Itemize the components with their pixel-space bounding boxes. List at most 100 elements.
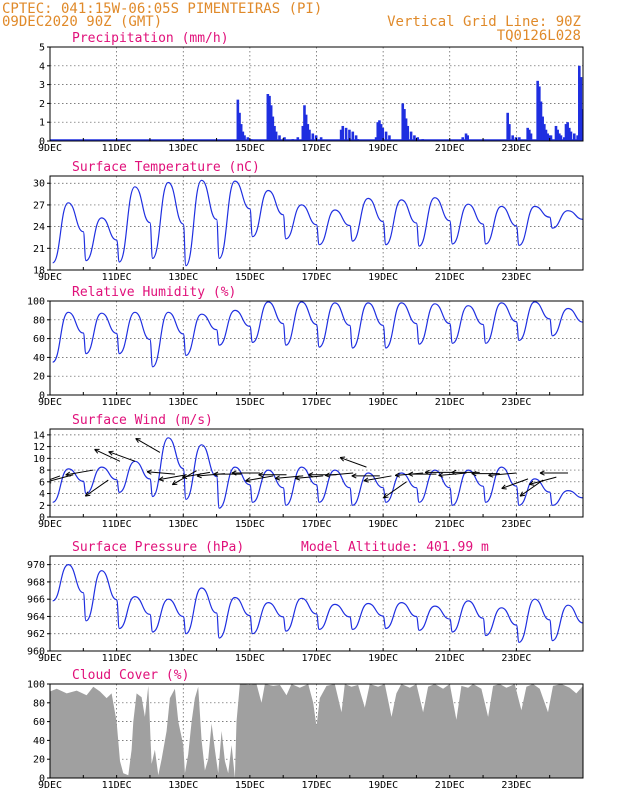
wind-vector-shaft (295, 475, 324, 479)
wind-vector-head (231, 470, 237, 474)
precip-bar (381, 127, 385, 141)
precip-bar (319, 137, 323, 141)
panel-annotation-pressure: Model Altitude: 401.99 m (301, 540, 489, 555)
precip-bar (268, 95, 271, 141)
wind-vector-shaft (85, 479, 109, 497)
xtick-label-temp: 11DEC (102, 272, 132, 283)
precip-bar (529, 133, 533, 141)
ytick-label-temp: 27 (33, 200, 45, 211)
wind-vector-head (424, 471, 430, 476)
wind-vector-head (501, 487, 507, 490)
xtick-label-wind: 21DEC (435, 519, 465, 530)
precip-bar (403, 109, 406, 141)
precip-bar (238, 112, 241, 141)
ytick-label-rh: 40 (33, 353, 45, 364)
xtick-label-cloud: 11DEC (102, 780, 132, 791)
ytick-label-cloud: 80 (33, 698, 45, 709)
wind-vector-head (231, 472, 237, 476)
wind-vector-head (471, 473, 477, 477)
xtick-label-rh: 17DEC (301, 397, 331, 408)
precip-bar (379, 124, 383, 141)
xtick-label-rh: 19DEC (368, 397, 398, 408)
ytick-label-pressure: 968 (27, 577, 45, 588)
header-date: 09DEC2020 90Z (GMT) (2, 14, 162, 30)
wind-vector (501, 478, 529, 490)
xtick-label-precip: 13DEC (168, 143, 198, 154)
ytick-label-cloud: 100 (27, 680, 45, 691)
wind-vector-shaft (94, 448, 121, 462)
xtick-label-wind: 19DEC (368, 519, 398, 530)
header-model: TQ0126L028 (497, 28, 581, 44)
wind-vector-head (408, 473, 414, 477)
precip-bar (304, 114, 308, 141)
wind-vector-head (451, 471, 457, 476)
wind-vector-head (539, 472, 545, 476)
panel-title-cloud: Cloud Cover (%) (72, 668, 189, 683)
xtick-label-rh: 21DEC (435, 397, 465, 408)
xtick-label-precip: 23DEC (501, 143, 531, 154)
ytick-label-cloud: 40 (33, 736, 45, 747)
wind-vector-head (438, 474, 444, 478)
precip-bar (311, 133, 315, 141)
wind-vector-head (275, 477, 281, 481)
ytick-label-wind: 4 (39, 489, 45, 500)
xtick-label-precip: 11DEC (102, 143, 132, 154)
precip-bar (466, 135, 470, 141)
wind-vector (258, 472, 287, 478)
precip-bar (354, 135, 358, 141)
wind-vector-head (135, 438, 139, 443)
wind-vector-head (325, 474, 331, 478)
wind-vector-shaft (146, 471, 175, 475)
wind-vector-head (340, 456, 346, 459)
wind-vector-shaft (50, 475, 61, 481)
panel-title-wind: Surface Wind (m/s) (72, 413, 213, 428)
wind-vector (84, 479, 109, 497)
xtick-label-precip: 9DEC (38, 143, 62, 154)
wind-vector-shaft (519, 479, 544, 497)
plot-area-cloud (50, 684, 583, 778)
wind-vector (339, 456, 367, 468)
wind-vector-shaft (158, 474, 187, 481)
wind-vector (50, 475, 61, 481)
wind-vector-head (158, 476, 164, 481)
precip-bar (558, 133, 561, 141)
wind-vector (135, 437, 161, 453)
xtick-label-pressure: 15DEC (235, 653, 265, 664)
wind-vector-head (351, 473, 357, 477)
precip-bar (306, 124, 310, 141)
wind-vector-head (94, 449, 99, 454)
ytick-label-cloud: 0 (39, 774, 45, 785)
ytick-label-temp: 30 (33, 179, 45, 190)
frame-temp (49, 175, 584, 271)
precip-bar (404, 118, 408, 141)
ytick-label-precip: 5 (39, 43, 45, 54)
precip-bar (278, 135, 281, 141)
xtick-label-wind: 13DEC (168, 519, 198, 530)
precip-bar (413, 135, 416, 141)
precip-bar (581, 109, 583, 141)
xtick-label-pressure: 19DEC (368, 653, 398, 664)
wind-vector (438, 472, 467, 478)
xtick-label-pressure: 13DEC (168, 653, 198, 664)
wind-vector-shaft (245, 475, 274, 482)
wind-vector-head (383, 496, 389, 499)
ytick-label-precip: 1 (39, 118, 45, 129)
wind-vector-head (213, 471, 219, 475)
precip-bar (301, 125, 305, 141)
ytick-label-pressure: 966 (27, 595, 45, 606)
panel-title-rh: Relative Humidity (%) (72, 285, 236, 300)
wind-vector (383, 481, 407, 499)
wind-vector-head (158, 479, 164, 482)
wind-vector-head (451, 469, 457, 473)
wind-vector-head (363, 480, 369, 483)
panel-rh: 0 20 40 60 80 100 9DEC 11DEC 13DEC 15DEC 17DEC 19DE… (27, 285, 584, 408)
wind-vector (488, 472, 517, 478)
wind-vector-shaft (383, 481, 407, 499)
wind-vector-head (146, 471, 152, 475)
wind-vector-shaft (108, 451, 136, 462)
precip-bar (579, 77, 583, 141)
wind-vector-head (171, 480, 176, 485)
wind-vector-head (85, 494, 91, 497)
precip-bar (578, 65, 581, 141)
precip-bar (374, 137, 378, 141)
